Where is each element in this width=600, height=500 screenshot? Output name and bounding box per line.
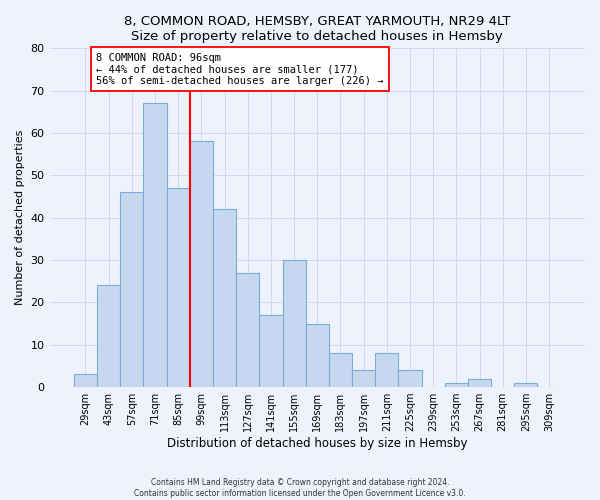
X-axis label: Distribution of detached houses by size in Hemsby: Distribution of detached houses by size … [167,437,467,450]
Bar [120,192,143,387]
Bar [97,286,120,387]
Bar [445,383,468,387]
Bar [305,324,329,387]
Text: Contains HM Land Registry data © Crown copyright and database right 2024.
Contai: Contains HM Land Registry data © Crown c… [134,478,466,498]
Bar [190,142,213,387]
Bar [375,353,398,387]
Title: 8, COMMON ROAD, HEMSBY, GREAT YARMOUTH, NR29 4LT
Size of property relative to de: 8, COMMON ROAD, HEMSBY, GREAT YARMOUTH, … [124,15,511,43]
Bar [514,383,538,387]
Bar [236,273,259,387]
Bar [283,260,305,387]
Bar [352,370,375,387]
Text: 8 COMMON ROAD: 96sqm
← 44% of detached houses are smaller (177)
56% of semi-deta: 8 COMMON ROAD: 96sqm ← 44% of detached h… [96,52,383,86]
Bar [259,315,283,387]
Y-axis label: Number of detached properties: Number of detached properties [15,130,25,306]
Bar [74,374,97,387]
Bar [213,209,236,387]
Bar [329,353,352,387]
Bar [167,188,190,387]
Bar [143,104,167,387]
Bar [398,370,422,387]
Bar [468,378,491,387]
